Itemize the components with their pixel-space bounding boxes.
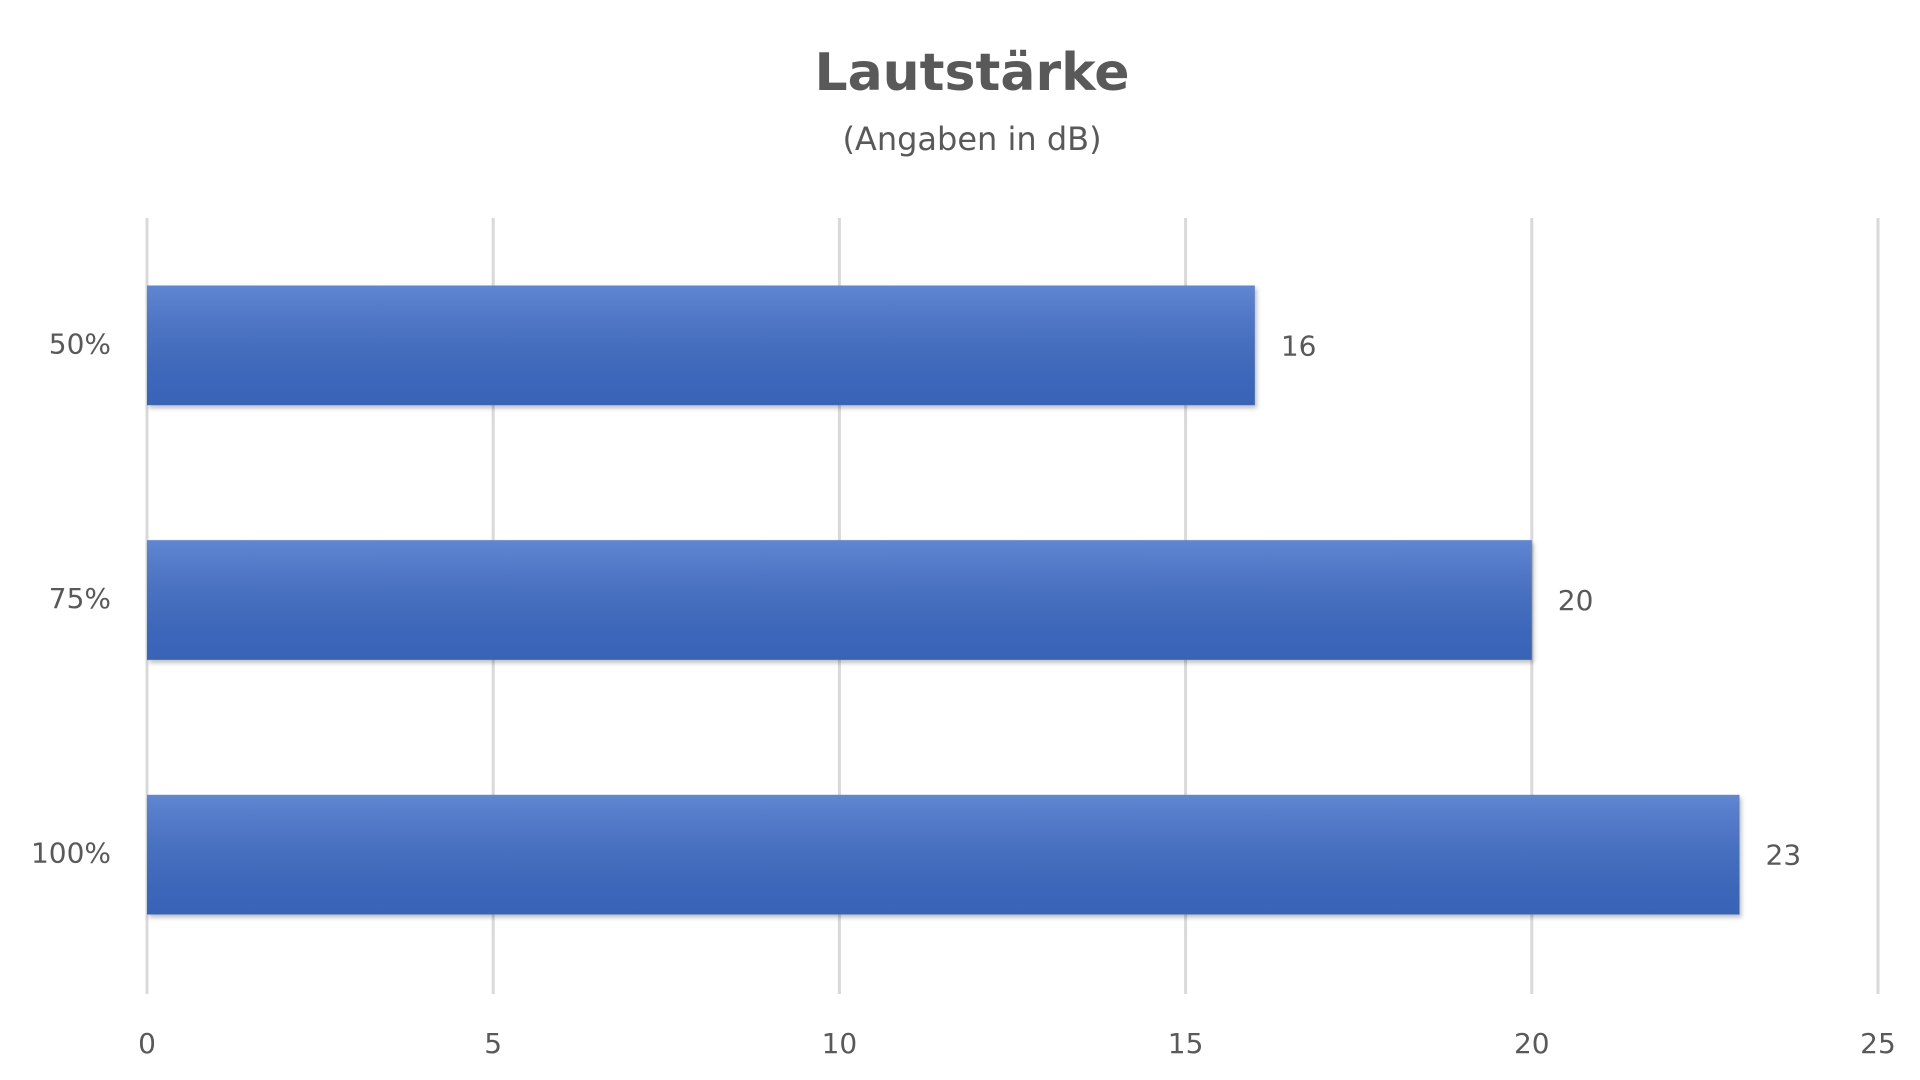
y-tick-label: 50% <box>49 327 111 360</box>
y-tick-label: 75% <box>49 582 111 615</box>
data-label: 16 <box>1281 329 1317 362</box>
bar-shine <box>147 285 1255 406</box>
bar-shine <box>147 794 1740 915</box>
chart-subtitle: (Angaben in dB) <box>842 120 1101 158</box>
x-tick-label: 0 <box>138 1027 156 1060</box>
x-tick-label: 10 <box>822 1027 858 1060</box>
chart-title: Lautstärke <box>814 43 1129 103</box>
x-tick-label: 5 <box>484 1027 502 1060</box>
data-label: 20 <box>1558 584 1594 617</box>
data-label: 23 <box>1766 839 1802 872</box>
x-tick-label: 20 <box>1514 1027 1550 1060</box>
bar-shine <box>147 540 1532 660</box>
x-tick-label: 25 <box>1860 1027 1896 1060</box>
y-tick-label: 100% <box>31 837 111 870</box>
x-tick-label: 15 <box>1168 1027 1204 1060</box>
